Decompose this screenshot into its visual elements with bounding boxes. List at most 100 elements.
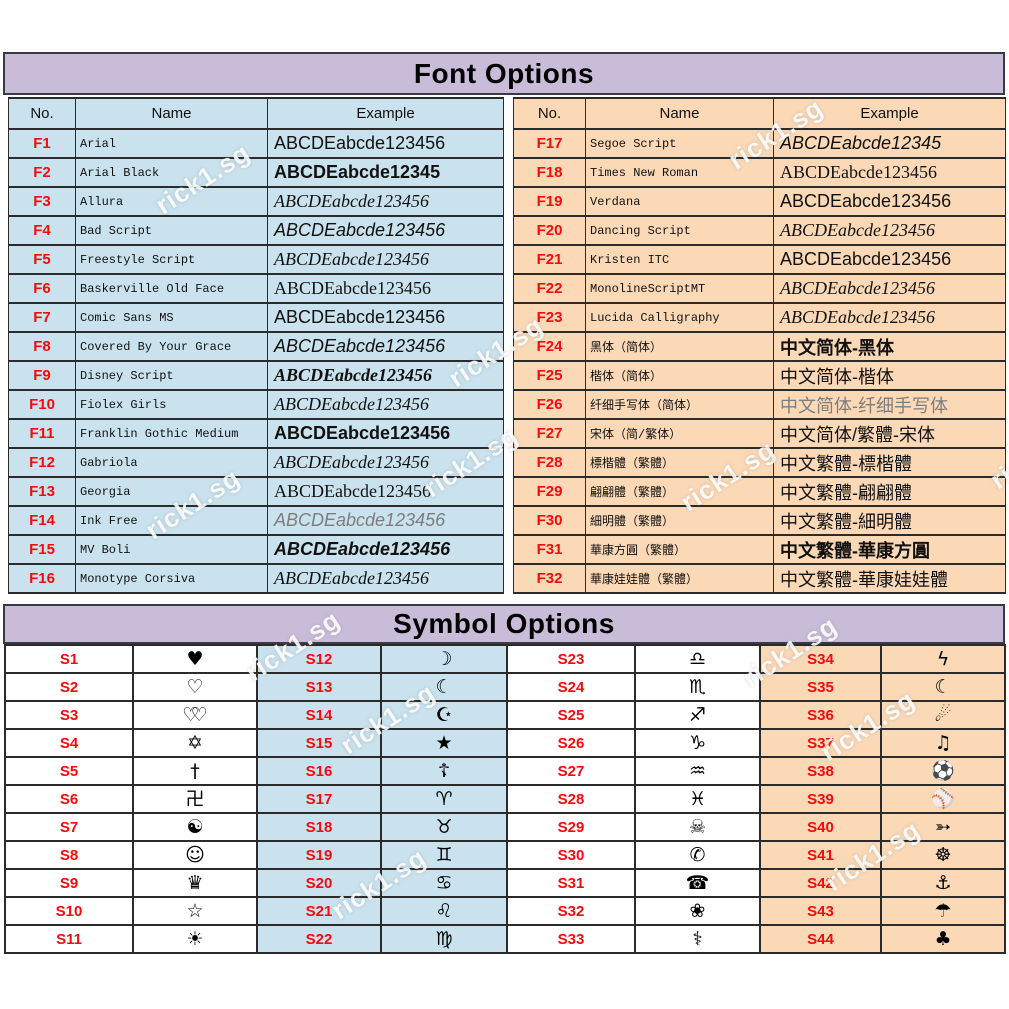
symbol-number: S43 [759,896,882,926]
swastika-icon: 卍 [185,787,205,810]
symbol-row: S8 ☺ S19 ♊ S30 ✆ S41 ☸ [4,840,1006,870]
aries-icon: ♈ [435,787,453,810]
font-name: Arial Black [75,157,268,188]
font-number: F13 [8,476,76,507]
font-row: F11 Franklin Gothic Medium ABCDEabcde12345… [8,418,504,449]
sagittarius-icon: ♐ [688,703,707,726]
font-name: 翩翩體（繁體） [585,476,774,507]
symbol-cell: † [132,756,258,786]
font-number: F16 [8,563,76,594]
font-example: ABCDEabcde123456 [773,273,1006,304]
font-number: F8 [8,331,76,362]
baseball-icon: ⚾ [931,787,955,810]
font-row: F15 MV Boli ABCDEabcde123456 [8,534,504,565]
font-number: F1 [8,128,76,159]
symbol-cell: ♊ [380,840,508,870]
gemini-icon: ♊ [435,843,453,866]
symbol-row: S6 卍 S17 ♈ S28 ♓ S39 ⚾ [4,784,1006,814]
font-row: F26 纤细手写体（简体） 中文简体-纤细手写体 [513,389,1006,420]
font-name: 黑体（简体） [585,331,774,362]
font-name: 楷体（简体） [585,360,774,391]
font-row: F21 Kristen ITC ABCDEabcde123456 [513,244,1006,275]
font-number: F11 [8,418,76,449]
symbol-number: S34 [759,644,882,674]
symbol-number: S18 [256,812,382,842]
symbol-cell: ♡♡ [132,700,258,730]
no-column-header: No. [8,97,76,130]
font-number: F2 [8,157,76,188]
leo-icon: ♌ [435,899,453,922]
double-hearts-icon: ♡♡ [182,703,207,726]
name-column-header: Name [585,97,774,130]
font-name: Georgia [75,476,268,507]
font-example: 中文繁體-標楷體 [773,447,1006,478]
font-number: F21 [513,244,586,275]
symbol-number: S10 [4,896,134,926]
font-example: ABCDEabcde123456 [773,215,1006,246]
font-row: F3 Allura ABCDEabcde123456 [8,186,504,217]
ship-wheel-icon: ☸ [934,843,952,866]
font-name: Segoe Script [585,128,774,159]
font-name: Verdana [585,186,774,217]
orthodox-cross-icon: ☦ [437,759,451,782]
white-heart-icon: ♡ [186,675,204,698]
symbol-number: S29 [506,812,636,842]
font-example: ABCDEabcde123456 [267,563,504,594]
font-example: ABCDEabcde123456 [267,302,504,333]
font-row: F22 MonolineScriptMT ABCDEabcde123456 [513,273,1006,304]
font-example: 中文简体-纤细手写体 [773,389,1006,420]
symbol-number: S35 [759,672,882,702]
font-name: Kristen ITC [585,244,774,275]
soccer-ball-icon: ⚽ [931,759,955,782]
font-number: F27 [513,418,586,449]
arrow-icon: ➳ [935,815,951,838]
symbol-number: S21 [256,896,382,926]
umbrella-icon: ☂ [934,899,952,922]
moon-icon: ☾ [934,675,952,698]
font-row: F9 Disney Script ABCDEabcde123456 [8,360,504,391]
symbol-cell: ♣ [880,924,1006,954]
symbol-row: S4 ✡ S15 ★ S26 ♑ S37 ♫ [4,728,1006,758]
symbol-cell: ☆ [132,896,258,926]
font-number: F25 [513,360,586,391]
aquarius-icon: ♒ [688,759,707,782]
font-row: F27 宋体（简/繁体） 中文简体/繁體-宋体 [513,418,1006,449]
font-example: 中文繁體-華康娃娃體 [773,563,1006,594]
font-table-header-row: No. Name Example [513,97,1006,130]
crescent-outline-icon: ☾ [435,675,453,698]
symbol-row: S5 † S16 ☦ S27 ♒ S38 ⚽ [4,756,1006,786]
symbol-cell: ☾ [880,672,1006,702]
font-name: Baskerville Old Face [75,273,268,304]
font-name: 華康娃娃體（繁體） [585,563,774,594]
font-number: F23 [513,302,586,333]
font-table-right: No. Name Example F17 Segoe Script ABCDEabc… [513,97,1006,594]
anchor-icon: ⚓ [934,871,952,894]
font-row: F14 Ink Free ABCDEabcde123456 [8,505,504,536]
font-name: Lucida Calligraphy [585,302,774,333]
font-number: F31 [513,534,586,565]
music-notes-icon: ♫ [934,731,952,754]
font-number: F20 [513,215,586,246]
symbol-cell: ☄ [880,700,1006,730]
font-example: ABCDEabcde123456 [267,418,504,449]
font-row: F13 Georgia ABCDEabcde123456 [8,476,504,507]
symbol-number: S27 [506,756,636,786]
symbol-row: S3 ♡♡ S14 ☪ S25 ♐ S36 ☄ [4,700,1006,730]
font-name: Ink Free [75,505,268,536]
font-number: F24 [513,331,586,362]
black-heart-icon: ♥ [186,647,204,670]
font-number: F6 [8,273,76,304]
font-name: 標楷體（繁體） [585,447,774,478]
font-row: F17 Segoe Script ABCDEabcde12345 [513,128,1006,159]
symbol-cell: ♋ [380,868,508,898]
symbol-options-header: Symbol Options [3,604,1005,644]
symbol-number: S11 [4,924,134,954]
symbol-table: S1 ♥ S12 ☽ S23 ♎ S34 ϟ S2 ♡ S13 ☾ S24 ♏ S35 ☾ S3 ♡♡ S14 ☪ S2… [4,644,1006,954]
symbol-cell: ☦ [380,756,508,786]
symbol-number: S17 [256,784,382,814]
font-example: ABCDEabcde123456 [267,447,504,478]
symbol-number: S30 [506,840,636,870]
font-number: F9 [8,360,76,391]
symbol-cell: ♥ [132,644,258,674]
example-column-header: Example [773,97,1006,130]
